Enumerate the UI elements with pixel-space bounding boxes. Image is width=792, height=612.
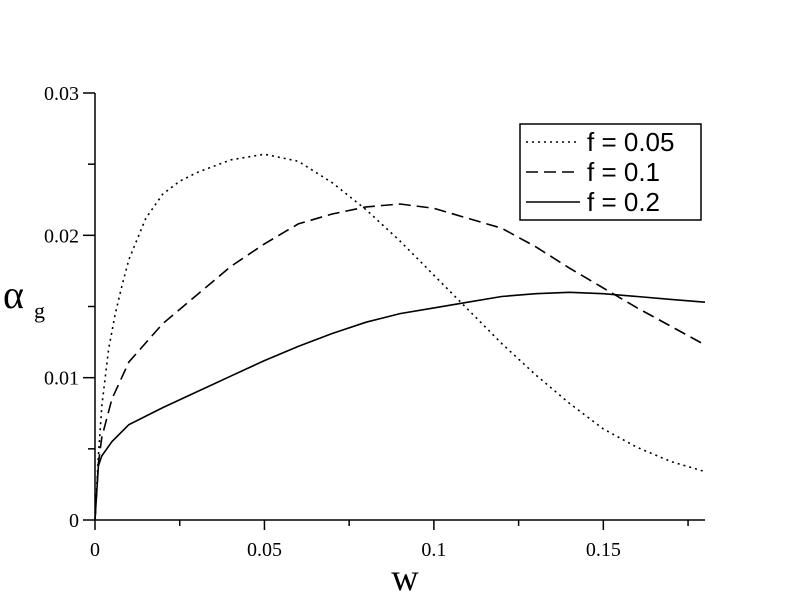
x-tick-label: 0 [90, 539, 100, 561]
y-axis-title-subscript: g [34, 298, 45, 323]
legend: f = 0.05f = 0.1f = 0.2 [519, 123, 702, 221]
y-tick-label: 0.03 [44, 83, 79, 105]
y-ticks: 0 0.01 0.02 0.03 [44, 83, 95, 532]
series-line-3 [94, 291, 706, 521]
x-tick-label: 0.05 [247, 539, 282, 561]
y-axis-title: α g [3, 272, 45, 323]
x-ticks: 0 0.05 0.1 0.15 [90, 520, 689, 561]
legend-label-2: f = 0.1 [587, 157, 660, 187]
y-tick-label: 0.01 [44, 368, 79, 390]
legend-label-3: f = 0.2 [587, 187, 660, 217]
y-tick-label: 0.02 [44, 225, 79, 247]
x-axis-title: w [391, 557, 419, 599]
plot-area: 0 0.05 0.1 0.15 0 0.01 0.02 0.03 [44, 83, 706, 561]
x-tick-label: 0.15 [586, 539, 621, 561]
axes: 0 0.05 0.1 0.15 0 0.01 0.02 0.03 [44, 83, 705, 561]
y-tick-label: 0 [69, 510, 79, 532]
y-axis-title-main: α [3, 272, 24, 317]
legend-label-1: f = 0.05 [587, 127, 674, 157]
legend-items: f = 0.05f = 0.1f = 0.2 [526, 127, 674, 217]
series-line-2 [94, 203, 706, 521]
x-tick-label: 0.1 [421, 539, 446, 561]
series-group [94, 153, 706, 521]
